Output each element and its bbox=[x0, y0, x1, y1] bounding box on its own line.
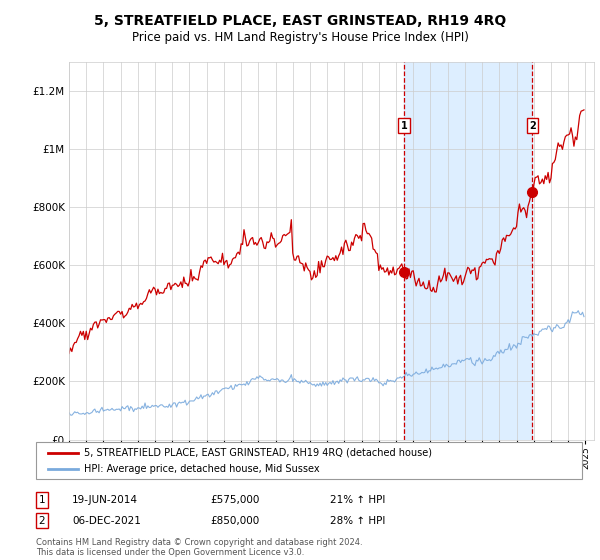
Text: 2: 2 bbox=[529, 120, 536, 130]
Text: 19-JUN-2014: 19-JUN-2014 bbox=[72, 495, 138, 505]
Text: £575,000: £575,000 bbox=[210, 495, 259, 505]
Text: Contains HM Land Registry data © Crown copyright and database right 2024.
This d: Contains HM Land Registry data © Crown c… bbox=[36, 538, 362, 557]
Text: 5, STREATFIELD PLACE, EAST GRINSTEAD, RH19 4RQ (detached house): 5, STREATFIELD PLACE, EAST GRINSTEAD, RH… bbox=[84, 447, 432, 458]
Text: 28% ↑ HPI: 28% ↑ HPI bbox=[330, 516, 385, 526]
Text: 5, STREATFIELD PLACE, EAST GRINSTEAD, RH19 4RQ: 5, STREATFIELD PLACE, EAST GRINSTEAD, RH… bbox=[94, 14, 506, 28]
Text: 21% ↑ HPI: 21% ↑ HPI bbox=[330, 495, 385, 505]
Text: 1: 1 bbox=[38, 495, 46, 505]
Text: Price paid vs. HM Land Registry's House Price Index (HPI): Price paid vs. HM Land Registry's House … bbox=[131, 31, 469, 44]
Text: 1: 1 bbox=[401, 120, 407, 130]
Text: 06-DEC-2021: 06-DEC-2021 bbox=[72, 516, 141, 526]
Text: HPI: Average price, detached house, Mid Sussex: HPI: Average price, detached house, Mid … bbox=[84, 464, 320, 474]
Text: £850,000: £850,000 bbox=[210, 516, 259, 526]
Bar bbox=[404, 62, 532, 440]
Text: 2: 2 bbox=[38, 516, 46, 526]
